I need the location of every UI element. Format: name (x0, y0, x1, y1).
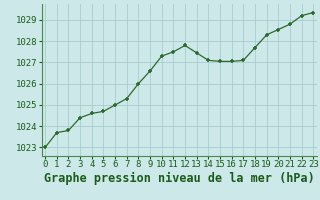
X-axis label: Graphe pression niveau de la mer (hPa): Graphe pression niveau de la mer (hPa) (44, 172, 315, 185)
